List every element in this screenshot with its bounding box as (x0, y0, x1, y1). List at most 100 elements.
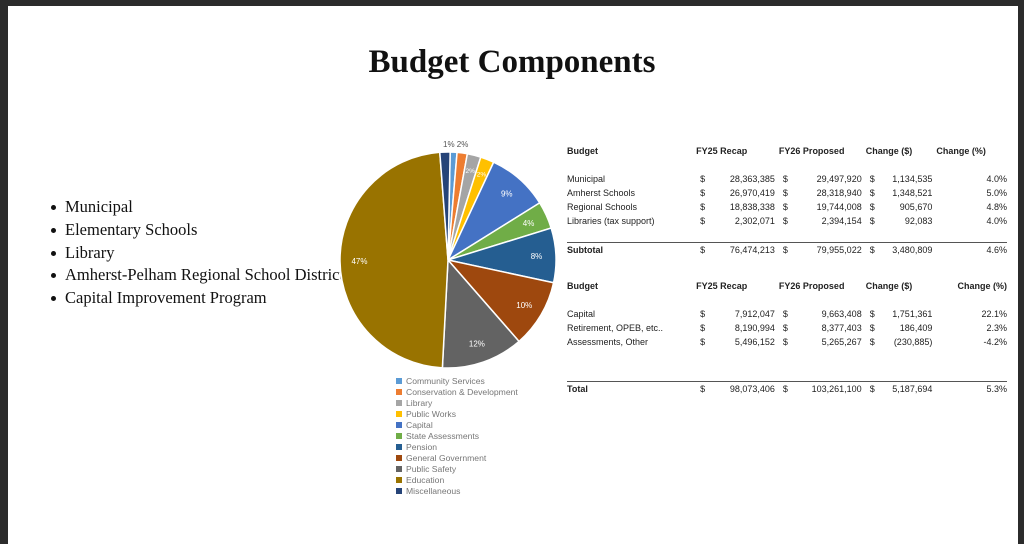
table-header-row: Budget FY25 Recap FY26 Proposed Change (… (567, 144, 1007, 158)
header-budget: Budget (567, 281, 598, 291)
change-pct-value: -4.2% (983, 337, 1007, 347)
bullet-item: Library (48, 242, 344, 265)
legend-item: Public Safety (396, 464, 518, 475)
fy26-value: $8,377,403 (782, 323, 862, 333)
legend-label: Community Services (406, 376, 485, 386)
fy26-value: $19,744,008 (782, 202, 862, 212)
table-row: Retirement, OPEB, etc.. $8,190,994 $8,377,… (567, 321, 1007, 335)
change-pct-value: 4.0% (986, 216, 1007, 226)
fy25-value: $5,496,152 (700, 337, 775, 347)
pie-slice-public-safety (441, 258, 521, 369)
slide: Budget Components Municipal Elementary S… (8, 6, 1018, 544)
legend-item: Capital (396, 420, 518, 431)
change-pct-value: 2.3% (986, 323, 1007, 333)
header-fy25: FY25 Recap (696, 281, 748, 291)
legend-label: General Government (406, 453, 487, 463)
fy25-value: $8,190,994 (700, 323, 775, 333)
bullet-list: Municipal Elementary Schools Library Amh… (48, 196, 344, 310)
subtotal-row: Subtotal $76,474,213 $79,955,022 $3,480,809… (567, 242, 1007, 257)
legend-label: Miscellaneous (406, 486, 461, 496)
row-label: Regional Schools (567, 202, 638, 212)
row-label: Subtotal (567, 242, 697, 257)
legend-swatch (396, 432, 402, 439)
row-label: Retirement, OPEB, etc.. (567, 323, 664, 333)
legend-swatch (396, 399, 402, 406)
legend-label: Public Works (406, 409, 456, 419)
row-label: Capital (567, 309, 596, 319)
pie-slice-miscellaneous (438, 151, 451, 261)
bullet-item: Amherst-Pelham Regional School District (48, 264, 344, 287)
legend-swatch (396, 454, 402, 461)
header-fy26: FY26 Proposed (778, 281, 845, 291)
pie-data-label: 2% (477, 171, 487, 178)
legend-label: Conservation & Development (406, 387, 518, 397)
header-change-pct: Change (%) (957, 281, 1008, 291)
fy25-value: $7,912,047 (700, 309, 775, 319)
change-dollar-value: $905,670 (869, 202, 933, 212)
legend-swatch (396, 377, 402, 384)
bullet-item: Elementary Schools (48, 219, 344, 242)
table-row: Assessments, Other $5,496,152 $5,265,267 $(… (567, 335, 1007, 349)
change-pct-value: 4.0% (986, 174, 1007, 184)
pie-data-label: 12% (469, 340, 485, 349)
change-dollar-value: $92,083 (869, 216, 933, 226)
change-dollar-value: $1,134,535 (869, 174, 933, 184)
pie-data-label: 2% (466, 168, 476, 175)
fy26-value: $2,394,154 (782, 216, 862, 226)
legend-swatch (396, 410, 402, 417)
table-row: Libraries (tax support) $2,302,071 $2,394,… (567, 214, 1007, 228)
header-change-dollar: Change ($) (865, 281, 913, 291)
fy26-value: $28,318,940 (782, 188, 862, 198)
fy25-value: $28,363,385 (700, 174, 775, 184)
legend-label: Library (406, 398, 433, 408)
pie-data-label: 47% (351, 257, 367, 266)
fy26-value: $29,497,920 (782, 174, 862, 184)
bullet-item: Municipal (48, 196, 344, 219)
budget-table: Budget FY25 Recap FY26 Proposed Change (… (567, 144, 1007, 396)
legend-label: Pension (406, 442, 438, 452)
legend-item: Public Works (396, 409, 518, 420)
pie-data-label: 4% (523, 219, 535, 228)
table-row: Amherst Schools $26,970,419 $28,318,940 $1,… (567, 186, 1007, 200)
legend-item: General Government (396, 453, 518, 464)
legend-swatch (396, 388, 402, 395)
pie-outer-labels: 1% 2% (443, 140, 468, 149)
legend-swatch (396, 465, 402, 472)
fy25-value: $18,838,338 (700, 202, 775, 212)
row-label: Libraries (tax support) (567, 216, 655, 226)
change-dollar-value: $1,751,361 (869, 309, 933, 319)
header-fy25: FY25 Recap (696, 146, 748, 156)
legend-item: Miscellaneous (396, 486, 518, 497)
legend-swatch (396, 487, 402, 494)
change-dollar-value: $ (230,885) (869, 337, 933, 347)
bullet-item: Capital Improvement Program (48, 287, 344, 310)
legend-label: Education (406, 475, 445, 485)
change-dollar-value: $186,409 (869, 323, 933, 333)
header-change-pct: Change (%) (936, 146, 986, 156)
legend-item: Education (396, 475, 518, 486)
fy25-value: $98,073,406 (700, 384, 775, 394)
table-header-row-2: Budget FY25 Recap FY26 Proposed Change (… (567, 279, 1007, 293)
pie-slice-education (339, 151, 449, 369)
legend-item: Conservation & Development (396, 387, 518, 398)
legend-label: Public Safety (406, 464, 457, 474)
fy25-value: $2,302,071 (700, 216, 775, 226)
change-dollar-value: $5,187,694 (869, 384, 933, 394)
legend-label: Capital (406, 420, 433, 430)
header-budget: Budget (567, 146, 598, 156)
fy26-value: $5,265,267 (782, 337, 862, 347)
pie-data-label: 9% (501, 190, 513, 199)
legend-item: Library (396, 398, 518, 409)
table-row: Regional Schools $18,838,338 $19,744,008 $9… (567, 200, 1007, 214)
legend-label: State Assessments (406, 431, 480, 441)
row-label: Total (567, 381, 697, 396)
header-change-dollar: Change ($) (865, 146, 913, 156)
fy25-value: $26,970,419 (700, 188, 775, 198)
legend-swatch (396, 443, 402, 450)
pie-data-label: 8% (531, 252, 543, 261)
pie-data-label: 10% (516, 301, 532, 310)
table-row: Capital $7,912,047 $9,663,408 $1,751,361 22.… (567, 307, 1007, 321)
legend-item: State Assessments (396, 431, 518, 442)
legend-swatch (396, 421, 402, 428)
change-dollar-value: $3,480,809 (869, 245, 933, 255)
